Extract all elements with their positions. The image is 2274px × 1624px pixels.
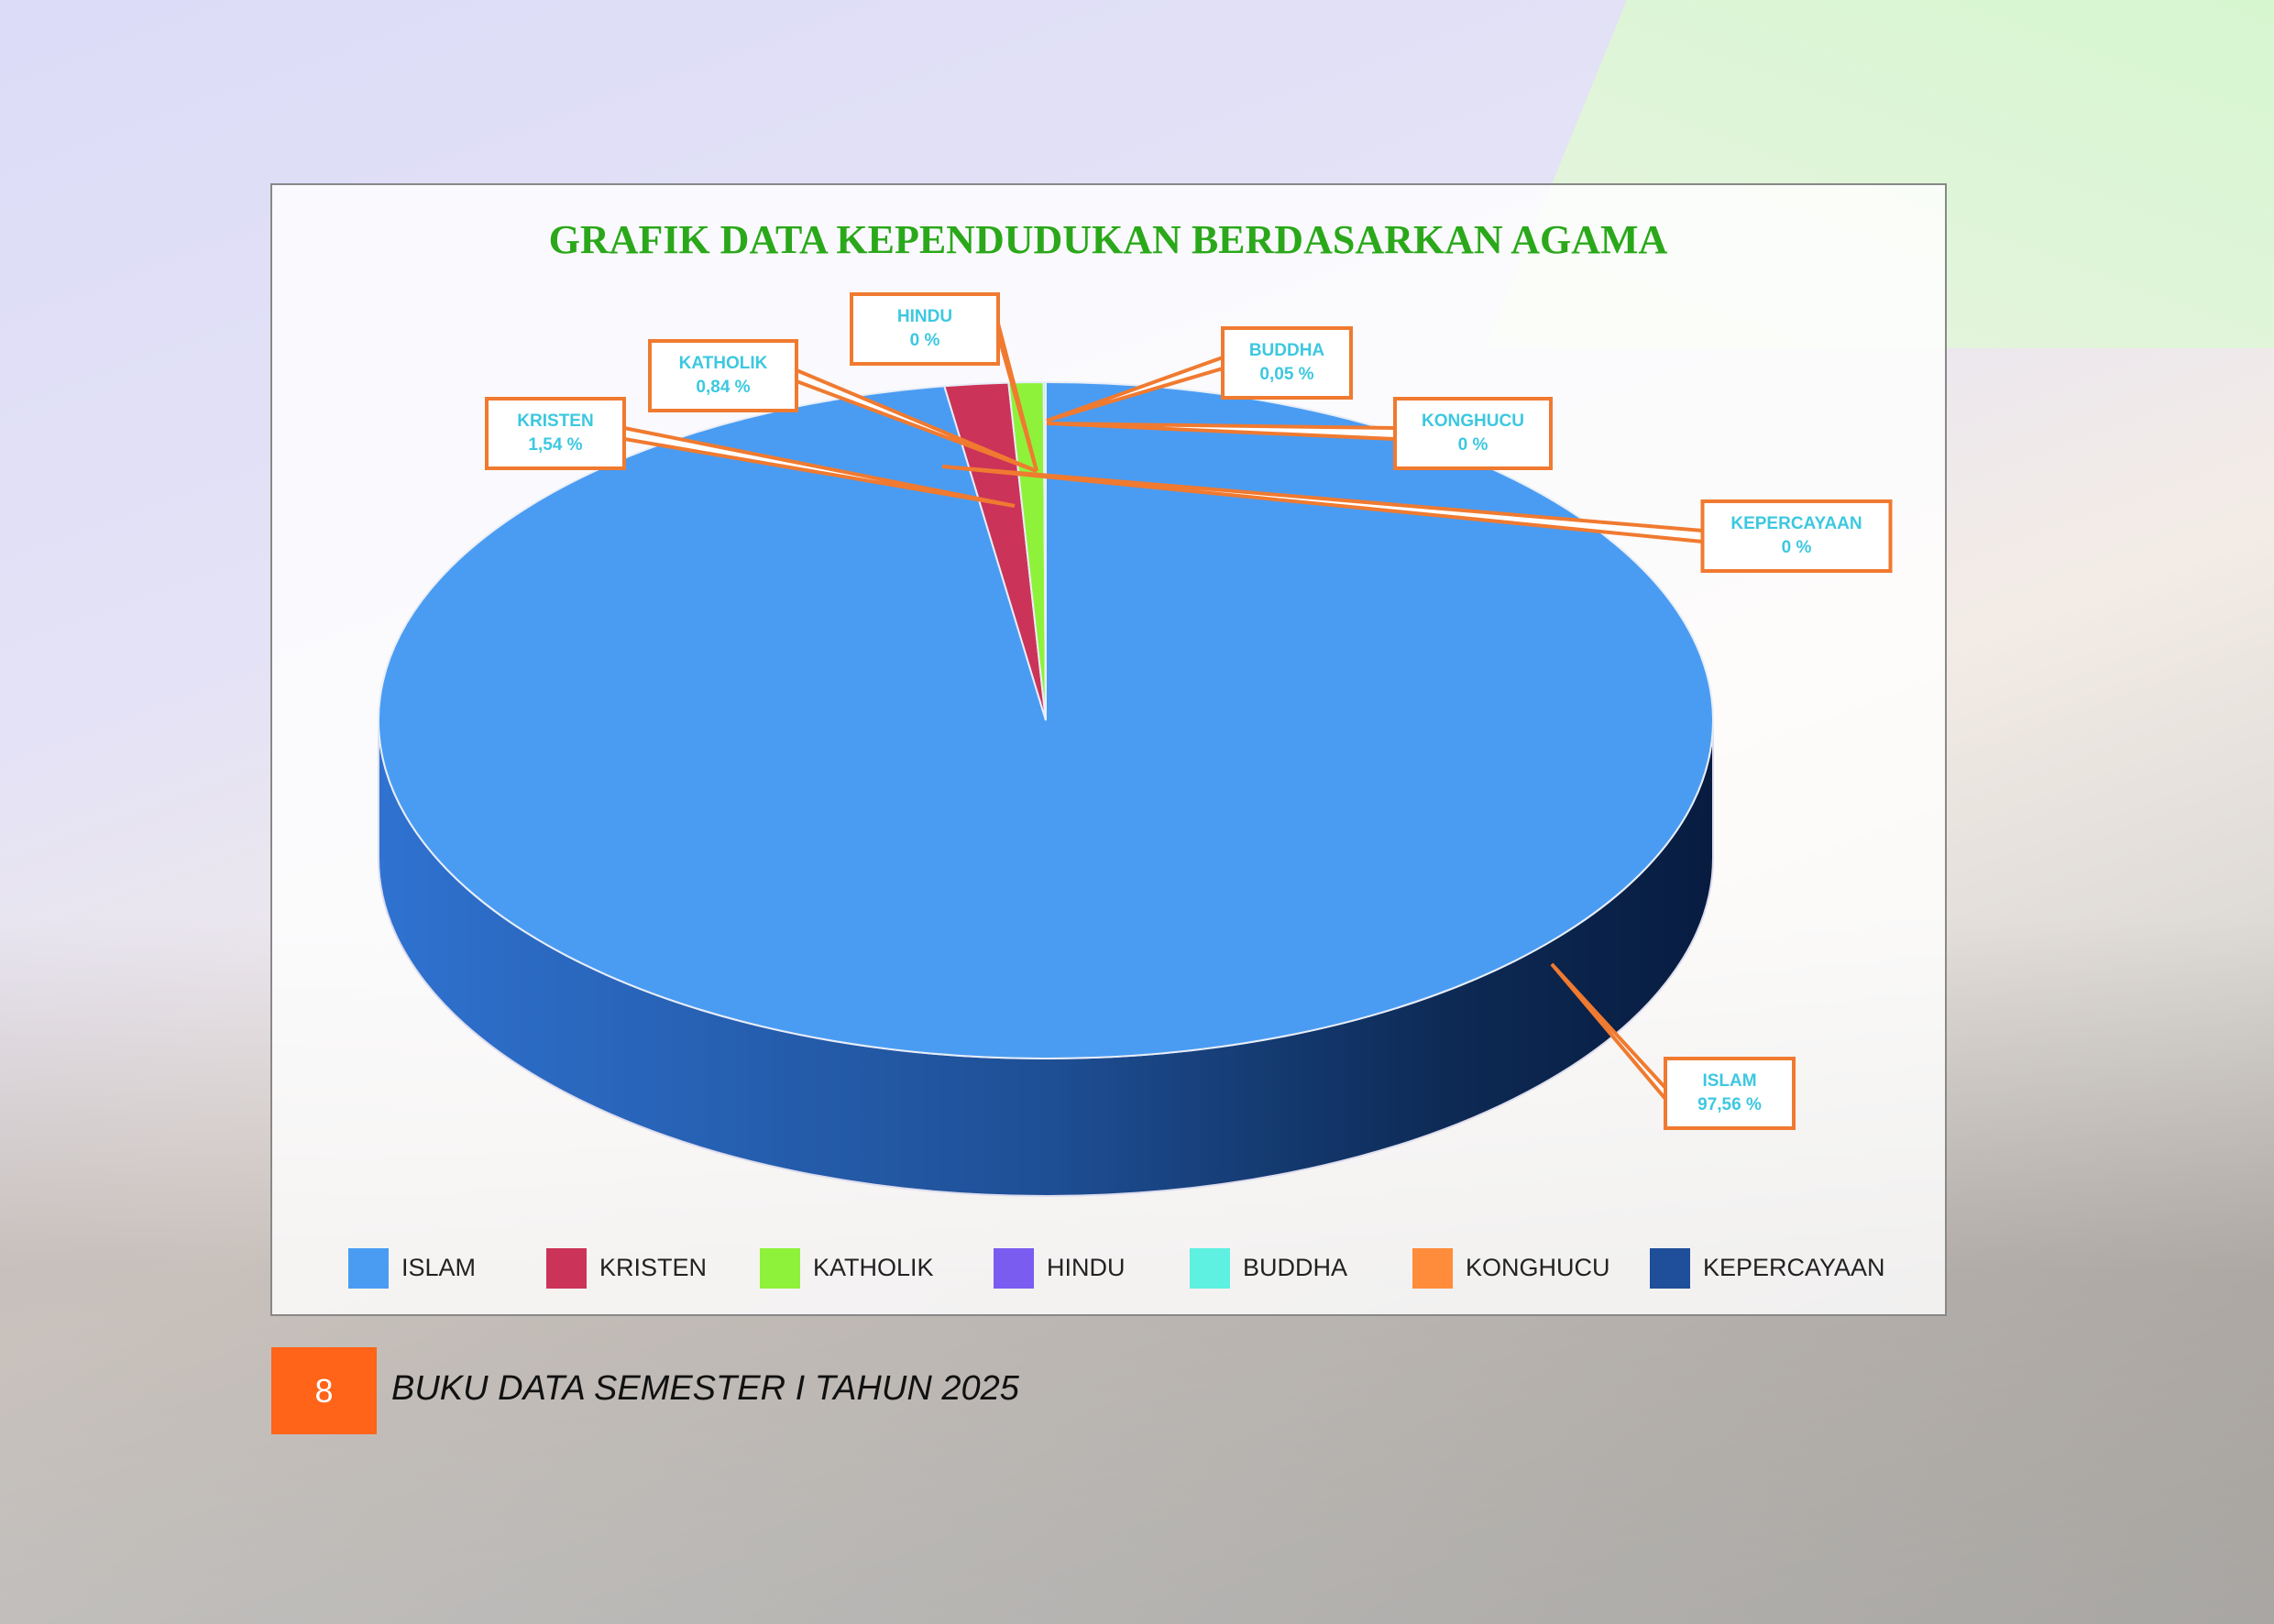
callout-category: ISLAM: [1702, 1071, 1756, 1091]
chart-title: GRAFIK DATA KEPENDUDUKAN BERDASARKAN AGA…: [549, 217, 1668, 262]
legend-swatch: [1190, 1248, 1230, 1289]
legend-swatch: [1412, 1248, 1453, 1289]
legend-swatch: [1650, 1248, 1690, 1289]
callout-box: [648, 339, 798, 412]
callout-category: HINDU: [897, 307, 952, 326]
callout-value: 0,05 %: [1259, 365, 1313, 384]
callout-category: KRISTEN: [517, 411, 593, 431]
legend-label: KRISTEN: [599, 1254, 707, 1281]
callout-value: 97,56 %: [1697, 1095, 1762, 1114]
callout-value: 0 %: [1782, 538, 1812, 557]
callout-value: 0,84 %: [696, 378, 750, 397]
callout-box: [1700, 499, 1893, 573]
legend-label: HINDU: [1047, 1254, 1126, 1281]
legend-label: BUDDHA: [1243, 1254, 1347, 1281]
legend-label: ISLAM: [401, 1254, 476, 1281]
legend-swatch: [348, 1248, 389, 1289]
callout-value: 0 %: [910, 331, 940, 350]
legend-swatch: [994, 1248, 1034, 1289]
callout-value: 0 %: [1458, 435, 1489, 455]
callout-value: 1,54 %: [528, 435, 582, 455]
callout-category: BUDDHA: [1249, 341, 1325, 360]
legend-label: KATHOLIK: [813, 1254, 934, 1281]
legend-label: KEPERCAYAAN: [1703, 1254, 1885, 1281]
legend-swatch: [546, 1248, 587, 1289]
callout-box: [1221, 326, 1353, 400]
legend-label: KONGHUCU: [1466, 1254, 1610, 1281]
page-number: 8: [271, 1347, 377, 1434]
footer-text: BUKU DATA SEMESTER I TAHUN 2025: [391, 1369, 1019, 1408]
callout-box: [1393, 397, 1553, 470]
callout-category: KONGHUCU: [1422, 411, 1524, 431]
callout-box: [1664, 1057, 1796, 1130]
callout-box: [485, 397, 626, 470]
callout-box: [850, 292, 1000, 366]
legend-swatch: [760, 1248, 800, 1289]
callout-category: KATHOLIK: [679, 354, 768, 373]
callout-category: KEPERCAYAAN: [1730, 514, 1862, 533]
